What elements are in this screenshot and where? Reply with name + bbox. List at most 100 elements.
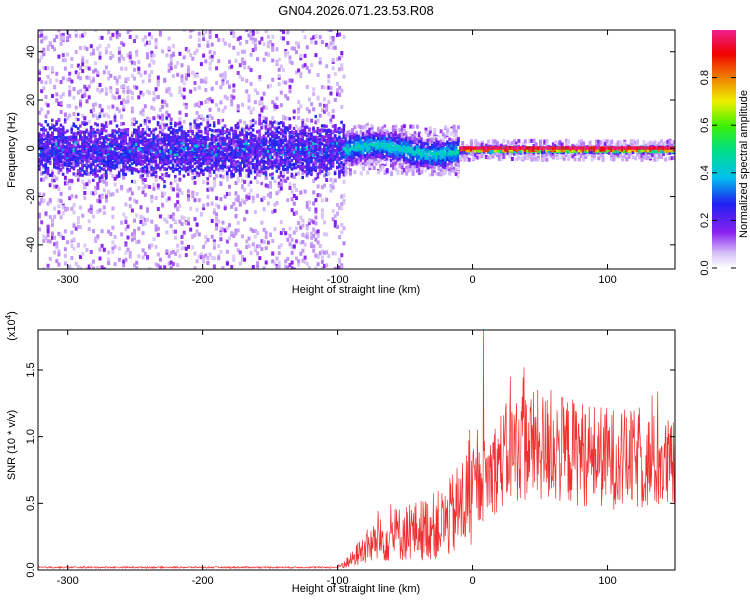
heat-cell-noise — [247, 65, 251, 70]
heat-cell-noise — [135, 50, 139, 54]
heat-cell-noise — [109, 51, 113, 56]
heat-cell-signal — [89, 156, 93, 161]
heat-cell-noise — [225, 249, 229, 254]
heat-cell-noise — [264, 235, 268, 240]
heat-cell-signal — [74, 150, 78, 154]
heat-cell-signal — [74, 164, 78, 168]
heat-cell-signal — [122, 128, 125, 132]
heat-cell-noise — [152, 106, 156, 111]
heat-cell-noise — [130, 91, 134, 96]
heat-cell-noise — [223, 94, 227, 99]
heat-cell-signal — [234, 130, 238, 134]
heat-cell-signal — [53, 165, 56, 169]
heat-cell-signal — [63, 136, 67, 140]
heat-cell-signal — [202, 151, 205, 155]
heat-cell-noise — [269, 124, 272, 129]
heat-cell-noise — [236, 104, 240, 109]
heat-cell-noise — [104, 47, 108, 52]
heat-cell-signal — [176, 141, 179, 145]
heat-cell-signal — [189, 153, 192, 157]
heat-cell-signal — [167, 161, 171, 165]
heat-cell-noise — [184, 47, 188, 52]
heat-cell-noise — [305, 65, 309, 70]
heat-cell-signal — [223, 158, 227, 162]
heat-cell-signal — [130, 134, 134, 138]
heat-cell-noise — [44, 175, 48, 180]
heat-cell-signal — [94, 169, 97, 173]
heat-cell-noise — [199, 255, 203, 260]
heat-cell-noise — [262, 227, 266, 232]
heat-cell-noise — [53, 38, 57, 43]
heat-cell-signal — [122, 132, 125, 136]
heat-cell-signal — [133, 122, 136, 127]
heat-cell-noise — [111, 206, 115, 211]
heat-cell-signal — [98, 161, 102, 166]
heat-cell-signal — [191, 155, 194, 159]
heat-cell-signal — [92, 155, 95, 159]
heat-cell-noise — [83, 191, 87, 195]
heat-cell-noise — [143, 221, 147, 226]
heat-cell-signal — [133, 155, 136, 159]
heat-cell-noise — [195, 110, 199, 115]
heat-cell-noise — [187, 72, 190, 77]
heat-cell-signal — [100, 148, 104, 152]
heat-cell-signal — [238, 131, 242, 135]
heat-cell-noise — [241, 61, 244, 66]
heat-cell-noise — [98, 103, 102, 108]
heat-cell-signal — [74, 146, 78, 150]
heat-cell-noise — [204, 87, 208, 92]
heat-cell-noise — [299, 54, 303, 58]
heat-cell-noise — [223, 194, 227, 199]
heat-cell-noise — [187, 221, 190, 226]
heat-cell-signal — [122, 153, 125, 157]
heat-cell-signal — [83, 134, 86, 138]
heat-cell-noise — [150, 243, 154, 248]
heat-cell-noise — [184, 253, 188, 258]
heat-cell-signal — [225, 129, 229, 133]
heat-cell-noise — [225, 177, 229, 182]
heat-cell-noise — [208, 66, 212, 71]
heat-cell-noise — [107, 105, 111, 110]
heat-cell-signal — [128, 143, 132, 147]
heat-cell-noise — [256, 91, 260, 95]
heat-cell-signal — [139, 155, 143, 159]
heat-cell-noise — [126, 85, 130, 90]
heat-cell-noise — [141, 215, 145, 220]
heat-cell-noise — [124, 202, 128, 207]
heat-cell-noise — [120, 54, 124, 59]
heat-cell-signal — [184, 141, 188, 145]
heat-cell-signal — [150, 167, 153, 171]
heat-cell-noise — [81, 179, 85, 184]
heat-cell-noise — [182, 55, 186, 60]
heat-cell-noise — [55, 78, 59, 83]
heat-cell-signal — [74, 155, 78, 159]
heat-cell-noise — [163, 217, 167, 222]
heat-cell-noise — [111, 104, 115, 109]
heat-cell-noise — [113, 76, 117, 80]
heat-cell-noise — [70, 178, 74, 183]
heat-cell-signal — [120, 160, 123, 164]
heat-cell-signal — [197, 129, 201, 133]
heat-cell-signal — [234, 135, 238, 139]
heat-cell-noise — [286, 30, 290, 35]
heat-cell-noise — [305, 118, 309, 123]
heat-cell-signal — [219, 136, 222, 140]
heat-cell-noise — [206, 256, 210, 261]
heat-cell-signal — [135, 120, 138, 124]
heat-cell-noise — [156, 137, 160, 142]
heat-cell-signal — [258, 129, 261, 133]
heat-cell-signal — [230, 154, 233, 159]
heat-cell-noise — [154, 227, 158, 232]
heat-cell-signal — [245, 145, 248, 149]
heat-cell-signal — [182, 136, 186, 140]
heat-cell-signal — [42, 153, 45, 158]
heat-cell-signal — [249, 169, 253, 173]
heat-cell-signal — [266, 160, 270, 164]
heat-cell-signal — [59, 157, 63, 161]
heat-cell-noise — [102, 247, 106, 252]
heat-cell-noise — [169, 92, 173, 97]
heat-cell-signal — [169, 125, 173, 130]
heat-cell-noise — [305, 262, 309, 266]
heat-cell-signal — [59, 144, 63, 148]
heat-cell-signal — [42, 144, 45, 148]
